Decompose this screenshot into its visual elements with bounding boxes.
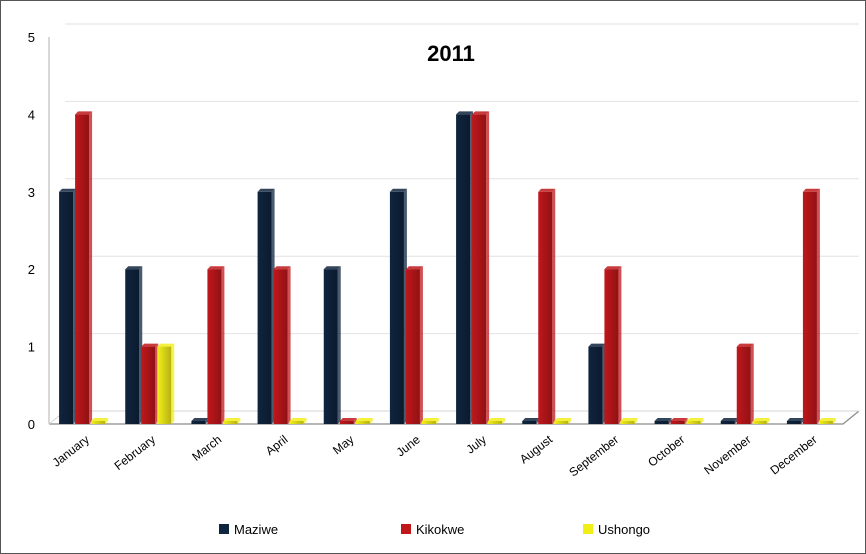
legend-item: Maziwe	[219, 522, 278, 537]
bar	[604, 266, 622, 424]
x-tick-label: November	[701, 432, 753, 477]
y-tick-label: 5	[28, 30, 35, 45]
x-tick-label: February	[112, 432, 158, 473]
legend: Maziwe Kikokwe Ushongo	[219, 522, 650, 537]
bar	[654, 418, 672, 424]
bar	[554, 418, 572, 424]
bar	[289, 418, 307, 424]
x-tick-label: July	[463, 432, 488, 456]
bar	[207, 266, 225, 424]
bar	[620, 418, 638, 424]
x-tick-label: January	[50, 432, 92, 469]
x-tick-label: June	[394, 432, 423, 459]
y-tick-labels: 0 1 2 3 4 5	[28, 30, 35, 432]
y-tick-label: 3	[28, 185, 35, 200]
bars	[59, 111, 836, 425]
legend-label: Kikokwe	[416, 522, 464, 537]
bar	[818, 418, 836, 424]
bar	[786, 418, 804, 424]
bar	[273, 266, 291, 424]
bar	[141, 343, 159, 424]
bar	[257, 188, 275, 424]
bar	[686, 418, 704, 424]
x-tick-label: October	[645, 432, 687, 469]
bar	[588, 343, 606, 424]
bar	[538, 188, 556, 424]
y-tick-label: 4	[28, 107, 35, 122]
bar	[157, 343, 175, 424]
bar	[752, 418, 770, 424]
bar	[125, 266, 143, 424]
bar	[75, 111, 93, 425]
x-tick-label: April	[263, 432, 291, 458]
bar	[421, 418, 439, 424]
legend-item: Ushongo	[583, 522, 650, 537]
x-tick-label: December	[768, 432, 820, 477]
bar	[720, 418, 738, 424]
y-tick-label: 0	[28, 417, 35, 432]
bar	[405, 266, 423, 424]
chart-title: 2011	[427, 41, 475, 66]
x-tick-label: August	[517, 432, 556, 466]
bar	[355, 418, 373, 424]
bar	[736, 343, 754, 424]
bar	[339, 418, 357, 424]
bar	[191, 418, 209, 424]
bar	[91, 418, 109, 424]
bar	[522, 418, 540, 424]
y-tick-label: 2	[28, 262, 35, 277]
legend-swatch	[583, 524, 593, 534]
bar	[472, 111, 490, 425]
x-tick-labels: January February March April May June July Augu…	[50, 432, 820, 480]
legend-label: Ushongo	[598, 522, 650, 537]
legend-swatch	[401, 524, 411, 534]
bar	[323, 266, 341, 424]
bar	[488, 418, 506, 424]
x-tick-label: March	[189, 432, 224, 464]
legend-swatch	[219, 524, 229, 534]
x-axis-floor	[49, 410, 860, 425]
bar	[670, 418, 688, 424]
x-tick-label: May	[330, 432, 356, 457]
legend-item: Kikokwe	[401, 522, 464, 537]
bar	[59, 188, 77, 424]
x-tick-label: September	[566, 432, 621, 479]
bar	[389, 188, 407, 424]
y-tick-label: 1	[28, 340, 35, 355]
bar	[456, 111, 474, 425]
bar	[802, 188, 820, 424]
legend-label: Maziwe	[234, 522, 278, 537]
bar	[223, 418, 241, 424]
